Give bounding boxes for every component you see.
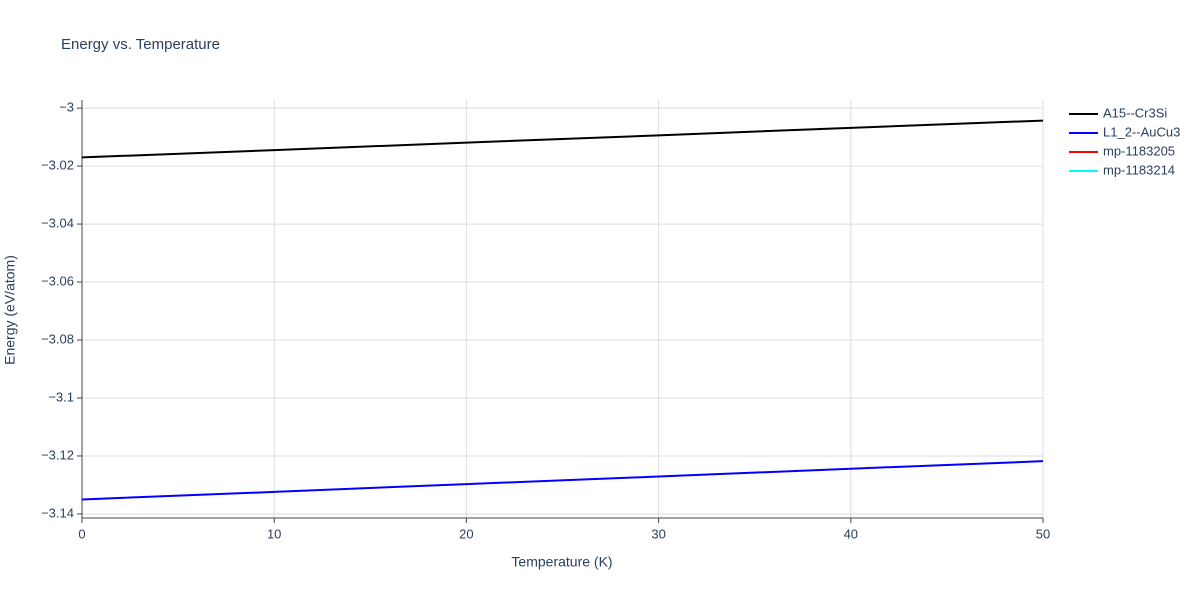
legend-label: mp-1183205 <box>1103 143 1175 158</box>
chart-title: Energy vs. Temperature <box>61 36 220 53</box>
x-axis-title: Temperature (K) <box>511 554 612 570</box>
x-tick-label: 50 <box>1036 526 1050 541</box>
y-tick-label: −3.02 <box>41 158 74 173</box>
y-tick-label: −3.12 <box>41 447 74 462</box>
x-tick-label: 20 <box>459 526 473 541</box>
y-tick-label: −3.06 <box>41 273 74 288</box>
series-line <box>81 460 1044 501</box>
series-line <box>81 119 1044 159</box>
legend-label: mp-1183214 <box>1103 162 1175 177</box>
y-tick-label: −3 <box>59 100 74 115</box>
y-tick-label: −3.14 <box>41 505 74 520</box>
legend-label: L1_2--AuCu3 <box>1103 124 1180 139</box>
x-tick-label: 40 <box>844 526 858 541</box>
legend-label: A15--Cr3Si <box>1103 105 1167 120</box>
x-tick-label: 0 <box>78 526 85 541</box>
y-tick-label: −3.08 <box>41 331 74 346</box>
y-tick-label: −3.1 <box>48 389 74 404</box>
y-axis-title: Energy (eV/atom) <box>2 255 18 365</box>
x-tick-label: 30 <box>651 526 665 541</box>
x-tick-label: 10 <box>267 526 281 541</box>
y-tick-label: −3.04 <box>41 216 74 231</box>
